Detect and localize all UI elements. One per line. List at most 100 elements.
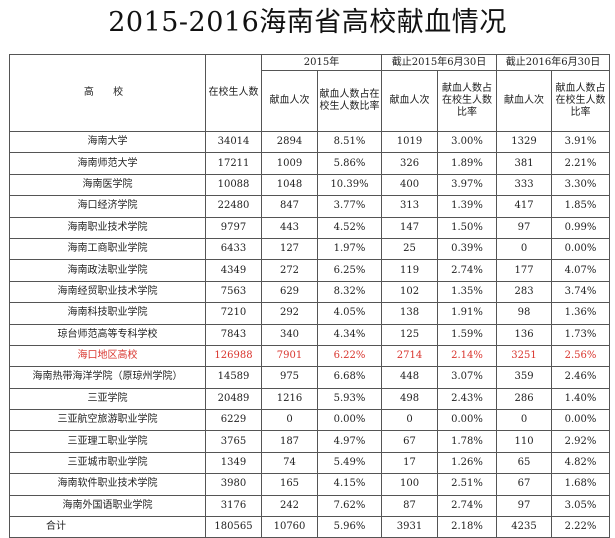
cell-ratio-asof-2015: 0.39% bbox=[437, 237, 498, 261]
header-donors-asof-2016: 献血人次 bbox=[496, 70, 553, 132]
cell-donors-asof-2015: 448 bbox=[381, 366, 439, 389]
cell-donors-asof-2015: 400 bbox=[381, 173, 439, 197]
cell-ratio-2015: 10.39% bbox=[316, 173, 383, 197]
table-row: 海南政法职业学院 4349 272 6.25% 119 2.74% 177 4.07% bbox=[9, 259, 611, 282]
cell-donors-asof-2016: 0 bbox=[496, 237, 553, 261]
cell-school: 海口地区高校 bbox=[9, 344, 206, 368]
cell-ratio-2015: 5.96% bbox=[316, 516, 383, 538]
cell-ratio-2015: 3.77% bbox=[316, 195, 383, 218]
header-year-2015: 2015年 bbox=[260, 54, 383, 71]
cell-ratio-2015: 6.68% bbox=[316, 366, 383, 389]
cell-donors-asof-2016: 177 bbox=[496, 259, 553, 282]
table-row: 海南科技职业学院 7210 292 4.05% 138 1.91% 98 1.36% bbox=[9, 302, 611, 325]
header-row-sub: 献血人次 献血人数占在校生人数比率 献血人次 献血人数占在校生人数比率 献血人次… bbox=[10, 70, 611, 132]
cell-ratio-asof-2015: 2.74% bbox=[437, 494, 498, 518]
cell-donors-asof-2016: 417 bbox=[496, 195, 553, 218]
cell-ratio-asof-2016: 4.82% bbox=[551, 451, 611, 475]
cell-ratio-asof-2015: 1.35% bbox=[437, 280, 498, 304]
cell-enrolled: 6229 bbox=[205, 409, 262, 432]
cell-ratio-2015: 1.97% bbox=[316, 237, 383, 261]
header-donors-2015: 献血人次 bbox=[261, 70, 318, 132]
cell-school: 琼台师范高等专科学校 bbox=[9, 323, 206, 346]
cell-ratio-asof-2016: 2.56% bbox=[551, 344, 611, 368]
cell-ratio-asof-2016: 1.85% bbox=[551, 195, 611, 218]
cell-donors-asof-2015: 147 bbox=[381, 216, 439, 239]
cell-ratio-asof-2016: 3.30% bbox=[551, 173, 611, 197]
cell-ratio-2015: 4.15% bbox=[316, 473, 383, 496]
cell-enrolled: 7210 bbox=[205, 302, 262, 325]
cell-enrolled: 22480 bbox=[205, 195, 262, 218]
table-row: 三亚城市职业学院 1349 74 5.49% 17 1.26% 65 4.82% bbox=[9, 451, 611, 475]
cell-school: 海南政法职业学院 bbox=[9, 259, 206, 282]
cell-ratio-2015: 6.25% bbox=[316, 259, 383, 282]
cell-donors-2015: 7901 bbox=[261, 344, 318, 368]
cell-donors-asof-2015: 67 bbox=[381, 430, 439, 453]
header-row-top: 高 校 在校生人数 2015年 截止2015年6月30日 截止2016年6月30… bbox=[9, 54, 611, 132]
cell-ratio-asof-2015: 1.59% bbox=[437, 323, 498, 346]
donation-table-container: 高 校 在校生人数 2015年 截止2015年6月30日 截止2016年6月30… bbox=[9, 54, 611, 538]
cell-donors-2015: 242 bbox=[261, 494, 318, 518]
cell-school: 海南大学 bbox=[9, 130, 206, 154]
cell-ratio-asof-2015: 3.97% bbox=[437, 173, 498, 197]
cell-ratio-asof-2016: 2.92% bbox=[551, 430, 611, 453]
cell-donors-asof-2015: 138 bbox=[381, 302, 439, 325]
cell-donors-asof-2016: 65 bbox=[496, 451, 553, 475]
cell-donors-asof-2015: 1019 bbox=[381, 130, 439, 154]
cell-school: 三亚城市职业学院 bbox=[9, 451, 206, 475]
cell-enrolled: 1349 bbox=[205, 451, 262, 475]
cell-enrolled: 9797 bbox=[205, 216, 262, 239]
cell-donors-asof-2016: 1329 bbox=[496, 130, 553, 154]
cell-enrolled: 7843 bbox=[205, 323, 262, 346]
cell-enrolled: 6433 bbox=[205, 237, 262, 261]
header-ratio-asof-2015: 献血人数占在校生人数比率 bbox=[437, 70, 498, 132]
cell-donors-asof-2016: 98 bbox=[496, 302, 553, 325]
cell-school: 海南外国语职业学院 bbox=[9, 494, 206, 518]
cell-enrolled: 10088 bbox=[205, 173, 262, 197]
table-row: 海南师范大学 17211 1009 5.86% 326 1.89% 381 2.21% bbox=[9, 152, 611, 175]
cell-school: 海南职业技术学院 bbox=[9, 216, 206, 239]
table-row: 海口经济学院 22480 847 3.77% 313 1.39% 417 1.85% bbox=[9, 195, 611, 218]
cell-donors-asof-2016: 0 bbox=[496, 409, 553, 432]
cell-donors-2015: 292 bbox=[261, 302, 318, 325]
cell-enrolled: 34014 bbox=[205, 130, 262, 154]
cell-ratio-2015: 4.34% bbox=[316, 323, 383, 346]
cell-donors-asof-2015: 0 bbox=[381, 409, 439, 432]
cell-ratio-asof-2015: 2.14% bbox=[437, 344, 498, 368]
table-row: 海南热带海洋学院（原琼州学院） 14589 975 6.68% 448 3.07% 359 2… bbox=[9, 366, 611, 389]
cell-donors-asof-2015: 25 bbox=[381, 237, 439, 261]
cell-ratio-2015: 8.32% bbox=[316, 280, 383, 304]
cell-ratio-2015: 8.51% bbox=[316, 130, 383, 154]
cell-donors-2015: 272 bbox=[261, 259, 318, 282]
cell-donors-asof-2015: 313 bbox=[381, 195, 439, 218]
cell-ratio-asof-2015: 3.07% bbox=[437, 366, 498, 389]
header-donors-asof-2015: 献血人次 bbox=[381, 70, 439, 132]
cell-donors-asof-2016: 333 bbox=[496, 173, 553, 197]
cell-school: 海南医学院 bbox=[9, 173, 206, 197]
cell-donors-2015: 340 bbox=[261, 323, 318, 346]
cell-donors-asof-2015: 87 bbox=[381, 494, 439, 518]
cell-ratio-asof-2016: 1.40% bbox=[551, 387, 611, 411]
cell-ratio-asof-2015: 3.00% bbox=[437, 130, 498, 154]
cell-enrolled: 126988 bbox=[205, 344, 262, 368]
cell-donors-2015: 1048 bbox=[261, 173, 318, 197]
cell-ratio-asof-2016: 3.05% bbox=[551, 494, 611, 518]
table-row: 三亚学院 20489 1216 5.93% 498 2.43% 286 1.40% bbox=[9, 387, 611, 411]
cell-ratio-2015: 5.49% bbox=[316, 451, 383, 475]
cell-ratio-asof-2015: 1.89% bbox=[437, 152, 498, 175]
cell-donors-2015: 2894 bbox=[261, 130, 318, 154]
cell-donors-2015: 187 bbox=[261, 430, 318, 453]
cell-donors-asof-2016: 67 bbox=[496, 473, 553, 496]
cell-enrolled: 3980 bbox=[205, 473, 262, 496]
cell-donors-asof-2016: 136 bbox=[496, 323, 553, 346]
cell-ratio-2015: 5.86% bbox=[316, 152, 383, 175]
cell-ratio-asof-2015: 1.50% bbox=[437, 216, 498, 239]
cell-ratio-asof-2016: 2.21% bbox=[551, 152, 611, 175]
table-row: 三亚航空旅游职业学院 6229 0 0.00% 0 0.00% 0 0.00% bbox=[9, 409, 611, 432]
cell-ratio-asof-2015: 2.18% bbox=[437, 516, 498, 538]
cell-school: 海南热带海洋学院（原琼州学院） bbox=[9, 366, 206, 389]
cell-donors-2015: 127 bbox=[261, 237, 318, 261]
cell-ratio-asof-2015: 2.74% bbox=[437, 259, 498, 282]
cell-donors-asof-2016: 3251 bbox=[496, 344, 553, 368]
cell-donors-asof-2015: 125 bbox=[381, 323, 439, 346]
cell-ratio-asof-2016: 0.00% bbox=[551, 409, 611, 432]
